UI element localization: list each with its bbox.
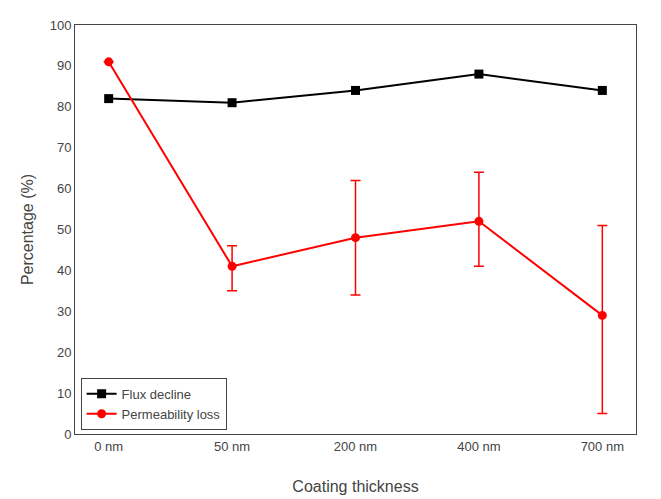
- svg-text:700 nm: 700 nm: [581, 439, 624, 454]
- svg-text:Percentage (%): Percentage (%): [19, 174, 36, 285]
- svg-text:40: 40: [57, 263, 71, 278]
- svg-text:100: 100: [50, 18, 72, 33]
- svg-text:10: 10: [57, 386, 71, 401]
- svg-text:Permeability loss: Permeability loss: [122, 407, 221, 422]
- svg-text:50: 50: [57, 222, 71, 237]
- svg-text:70: 70: [57, 140, 71, 155]
- svg-text:0 nm: 0 nm: [94, 439, 123, 454]
- svg-text:30: 30: [57, 304, 71, 319]
- svg-text:50 nm: 50 nm: [214, 439, 250, 454]
- svg-text:Flux decline: Flux decline: [122, 387, 191, 402]
- svg-text:400 nm: 400 nm: [457, 439, 500, 454]
- svg-text:60: 60: [57, 181, 71, 196]
- svg-text:0: 0: [64, 427, 71, 442]
- svg-text:200 nm: 200 nm: [334, 439, 377, 454]
- svg-text:90: 90: [57, 58, 71, 73]
- svg-text:20: 20: [57, 345, 71, 360]
- svg-text:Coating thickness: Coating thickness: [292, 478, 418, 495]
- svg-text:80: 80: [57, 99, 71, 114]
